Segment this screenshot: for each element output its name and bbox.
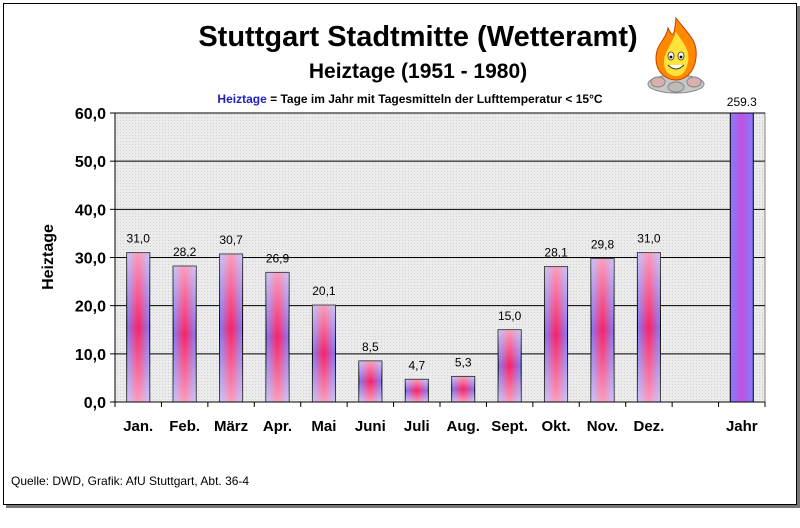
x-tick-label: Mai	[311, 418, 336, 435]
legend-definition: = Tage im Jahr mit Tagesmitteln der Luft…	[267, 92, 603, 106]
x-tick-label: Jahr	[726, 418, 758, 435]
bar-shading	[173, 266, 197, 402]
y-tick-label: 40,0	[75, 202, 106, 219]
bar-shading	[358, 361, 382, 402]
data-label: 28,1	[544, 246, 568, 260]
bar-shading	[498, 329, 522, 402]
data-label: 15,0	[498, 309, 522, 323]
data-label: 26,9	[266, 251, 290, 265]
data-label: 20,1	[312, 284, 336, 298]
flame-icon	[647, 16, 705, 94]
bar-shading	[544, 266, 568, 402]
bar-shading	[126, 252, 150, 402]
bar-shading	[266, 272, 289, 402]
y-tick-label: 10,0	[75, 347, 106, 364]
data-label: 29,8	[591, 237, 615, 251]
chart-subtitle: Heiztage (1951 - 1980)	[309, 60, 527, 83]
y-tick-label: 20,0	[75, 299, 106, 316]
legend-note: Heiztage = Tage im Jahr mit Tagesmitteln…	[217, 92, 602, 106]
x-tick-label: Dez.	[634, 418, 665, 435]
y-tick-label: 30,0	[75, 251, 106, 268]
data-label: 31,0	[637, 232, 661, 246]
y-axis: 0,0 10,0 20,0 30,0 40,0 50,0 60,0	[75, 106, 116, 412]
bar-shading	[637, 252, 661, 402]
data-label: 31,0	[127, 232, 151, 246]
bar-shading	[591, 258, 614, 402]
data-label: 8,5	[362, 340, 379, 354]
y-axis-label: Heiztage	[40, 224, 57, 290]
source-note: Quelle: DWD, Grafik: AfU Stuttgart, Abt.…	[11, 474, 249, 488]
x-tick-label: Nov.	[587, 418, 618, 435]
y-tick-label: 60,0	[75, 106, 106, 123]
bar	[729, 112, 754, 403]
data-label: 259.3	[727, 95, 757, 109]
bar-shading	[312, 305, 336, 402]
plot-area	[114, 112, 766, 403]
x-tick-label: Apr.	[263, 418, 292, 435]
x-tick-label: Aug.	[447, 418, 480, 435]
chart-title: Stuttgart Stadtmitte (Wetteramt)	[198, 21, 637, 53]
x-tick-label: Juni	[355, 418, 386, 435]
bar-shading	[405, 379, 429, 402]
data-label: 4,7	[408, 358, 425, 372]
bar-shading	[219, 254, 243, 402]
x-tick-label: Okt.	[541, 418, 570, 435]
x-tick-label: Juli	[404, 418, 430, 435]
y-tick-label: 50,0	[75, 154, 106, 171]
bar-series: 31,0 28,2 30,7 26,9 20,1 8,5 4,7 5,3 15,0 28,1 29,…	[126, 95, 757, 403]
x-tick-label: Sept.	[491, 418, 528, 435]
bar-shading	[451, 376, 475, 402]
x-tick-label: Jan.	[123, 418, 153, 435]
y-tick-label: 0,0	[84, 395, 106, 412]
x-axis: Jan. Feb. März Apr. Mai Juni Juli Aug. Sept. Okt.…	[114, 401, 766, 435]
data-label: 5,3	[455, 355, 472, 369]
x-tick-label: März	[214, 418, 248, 435]
data-label: 30,7	[219, 233, 243, 247]
x-tick-label: Feb.	[169, 418, 200, 435]
data-label: 28,2	[173, 245, 197, 259]
legend-term: Heiztage	[217, 92, 267, 106]
